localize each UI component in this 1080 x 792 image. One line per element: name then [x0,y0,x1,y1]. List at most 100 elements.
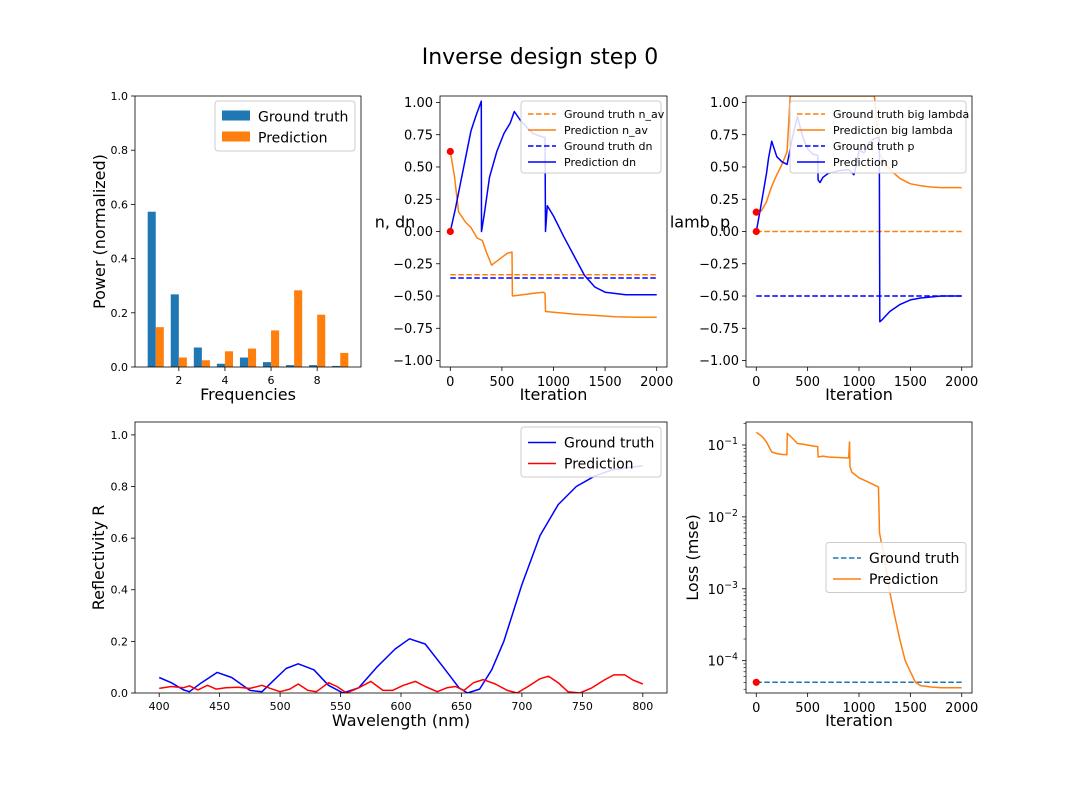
chart-refl: 400 450 500 550 600 650 700 750 800 0.0 0.2 0.4 0.6 0… [89,421,668,730]
legend-label: Prediction dn [564,156,636,169]
x-tick-label: 750 [572,700,593,713]
x-tick-label: 700 [511,700,532,713]
x-tick-label: 1000 [537,375,570,390]
legend: Ground truth Prediction [214,100,356,152]
x-tick-label: 8 [314,374,321,387]
bar-ground-truth-7 [286,365,295,367]
y-tick-label: 0.4 [111,584,129,597]
x-axis-label: Iteration [825,385,893,404]
series-line-0 [158,465,643,693]
x-tick-label: 2 [175,374,182,387]
legend-label: Prediction big lambda [833,124,953,137]
y-tick-label: 0.2 [111,307,129,320]
y-tick-label: 0.25 [710,193,739,208]
x-tick-label: 1500 [589,375,622,390]
bar-ground-truth-9 [332,365,341,367]
y-tick-label: 0.0 [111,361,129,374]
bar-ground-truth-4 [216,363,225,367]
bar-ground-truth-5 [239,357,248,367]
chart-loss: 0 500 1000 1500 2000 10−4 10−3 10−2 10−1 Iteratio… [683,421,978,730]
series-line-1 [159,674,644,693]
plots: 2 4 6 8 0.0 0.2 0.4 0.6 0.8 1.0 Frequencies Power (… [89,90,978,730]
legend: Ground truth Prediction [825,542,967,593]
series-line-1 [755,431,962,689]
y-tick-label: 0.75 [404,128,433,143]
y-tick-label: 0.4 [111,253,129,266]
y-tick-label: 1.00 [404,96,433,111]
y-tick-label: 0.6 [111,198,129,211]
x-tick-label: 6 [268,374,275,387]
x-tick-label: 550 [330,700,351,713]
bar-prediction-1 [155,327,164,367]
y-tick-label: −1.00 [393,354,433,369]
x-tick-label: 0 [446,375,454,390]
legend-box [520,426,662,478]
marker-point-0 [752,208,760,216]
plot-area-refl [158,465,644,693]
y-tick-label: 0.50 [710,161,739,176]
marker-point-0 [446,147,454,156]
y-tick-label: −0.75 [393,322,433,337]
y-tick-label: 1.0 [111,429,129,442]
marker-point-1 [446,227,454,236]
y-tick-label: 0.2 [111,635,129,648]
x-axis-label: Wavelength (nm) [332,711,470,730]
y-axis-label: n, dn [375,213,416,232]
x-tick-label: 800 [632,700,653,713]
bar-ground-truth-1 [147,211,156,367]
x-tick-label: 450 [209,700,230,713]
series-line-1 [756,96,962,213]
legend-label: Prediction n_av [564,124,648,137]
legend-label: Ground truth dn [564,140,653,153]
y-tick-label: 10−2 [708,508,738,526]
y-tick-label: −0.25 [393,257,433,272]
legend: Ground truth n_av Prediction n_av Ground t… [520,100,665,174]
marker-point-1 [752,227,760,236]
legend-label: Ground truth n_av [564,108,665,121]
x-tick-label: 1500 [894,375,927,390]
x-tick-label: 1500 [894,701,927,716]
y-tick-label: 0.0 [111,687,129,700]
y-tick-label: 0.8 [111,480,129,493]
chart-freq: 2 4 6 8 0.0 0.2 0.4 0.6 0.8 1.0 Frequencies Power (… [90,90,362,404]
y-tick-label: 10−4 [708,652,738,670]
marker-point-0 [752,678,760,686]
x-axis-label: Iteration [825,711,893,730]
legend-swatch [222,131,250,142]
bar-ground-truth-2 [170,294,179,367]
legend-label: Prediction [564,457,634,473]
x-axis-label: Iteration [520,385,588,404]
x-tick-label: 2000 [945,701,978,716]
legend-label: Ground truth p [833,140,915,153]
y-tick-label: −0.75 [699,322,739,337]
series-line-1 [449,151,657,319]
y-tick-label: 0.75 [710,128,739,143]
y-tick-label: −0.50 [393,290,433,305]
bar-prediction-8 [317,314,326,367]
x-tick-label: 650 [451,700,472,713]
x-tick-label: 1000 [842,701,875,716]
legend-label: Ground truth big lambda [833,108,969,121]
x-tick-label: 2000 [640,375,673,390]
figure-title: Inverse design step 0 [422,45,659,70]
bar-ground-truth-6 [262,362,272,367]
bar-prediction-5 [248,348,257,367]
legend-label: Ground truth [564,436,654,452]
y-tick-label: −0.25 [699,257,739,272]
x-tick-label: 2000 [945,375,978,390]
y-tick-label: 10−1 [708,436,738,454]
x-tick-label: 4 [221,374,228,387]
x-axis-label: Frequencies [200,385,296,404]
y-tick-label: 1.0 [111,90,129,103]
y-axis-label: lamb, p [670,213,730,232]
bar-ground-truth-3 [193,347,202,367]
axes-frame [134,95,362,368]
legend-label: Ground truth [869,551,959,567]
x-tick-label: 500 [489,375,514,390]
bar-prediction-9 [340,352,349,367]
legend-label: Prediction p [833,156,898,169]
x-tick-label: 0 [752,375,760,390]
bar-prediction-4 [224,351,234,367]
x-tick-label: 0 [752,701,760,716]
